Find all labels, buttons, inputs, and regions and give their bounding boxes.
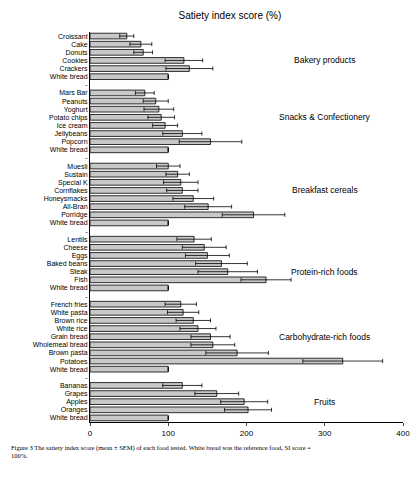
svg-text:Crackers: Crackers: [60, 65, 89, 72]
svg-text:Cake: Cake: [71, 41, 87, 48]
svg-text:White bread: White bread: [50, 73, 88, 80]
svg-text:French fries: French fries: [51, 301, 88, 308]
svg-text:Brown rice: Brown rice: [55, 317, 88, 324]
svg-text:-: -: [85, 374, 88, 381]
svg-text:Fruits: Fruits: [314, 397, 335, 407]
svg-text:White pasta: White pasta: [51, 309, 88, 317]
svg-text:White bread: White bread: [50, 366, 88, 373]
svg-text:Jellybeans: Jellybeans: [55, 130, 89, 138]
svg-text:Oranges: Oranges: [61, 406, 88, 414]
svg-text:All-Bran: All-Bran: [63, 203, 88, 210]
svg-text:Apples: Apples: [66, 398, 88, 406]
svg-text:White bread: White bread: [50, 414, 88, 421]
svg-text:White bread: White bread: [50, 146, 88, 153]
svg-text:White bread: White bread: [50, 284, 88, 291]
svg-text:Snacks & Confectionery: Snacks & Confectionery: [279, 112, 370, 122]
svg-text:Porridge: Porridge: [61, 211, 88, 219]
svg-text:Steak: Steak: [70, 268, 88, 275]
svg-text:White bread: White bread: [50, 219, 88, 226]
svg-text:Croissant: Croissant: [58, 33, 88, 40]
svg-text:Baked beans: Baked beans: [47, 260, 88, 267]
svg-text:Breakfast cereals: Breakfast cereals: [292, 185, 358, 195]
svg-text:Special K: Special K: [58, 179, 88, 187]
svg-text:0: 0: [88, 429, 93, 438]
svg-text:Donuts: Donuts: [65, 49, 88, 56]
svg-text:White rice: White rice: [56, 325, 87, 332]
svg-text:Grain bread: Grain bread: [51, 333, 88, 340]
svg-text:Carbohydrate-rich foods: Carbohydrate-rich foods: [279, 332, 370, 342]
svg-text:Protein-rich foods: Protein-rich foods: [291, 267, 358, 277]
svg-text:300: 300: [318, 429, 332, 438]
svg-text:Popcorn: Popcorn: [62, 138, 88, 146]
svg-text:100: 100: [162, 429, 176, 438]
svg-text:Cookies: Cookies: [62, 57, 88, 64]
svg-text:Eggs: Eggs: [72, 252, 88, 260]
svg-text:Cheese: Cheese: [63, 244, 87, 251]
svg-text:200: 200: [240, 429, 254, 438]
svg-text:Peanuts: Peanuts: [62, 98, 88, 105]
svg-text:Satiety index score (%): Satiety index score (%): [178, 10, 281, 21]
svg-text:Wholemeal bread: Wholemeal bread: [33, 341, 88, 348]
svg-text:Sustain: Sustain: [64, 171, 87, 178]
svg-text:Figure 3 The satiety index sco: Figure 3 The satiety index score (mean ±…: [11, 444, 311, 459]
svg-text:Fish: Fish: [74, 276, 87, 283]
svg-text:Bakery products: Bakery products: [294, 55, 355, 65]
svg-text:-: -: [85, 154, 88, 161]
svg-text:Yoghurt: Yoghurt: [64, 106, 88, 114]
svg-text:Lentils: Lentils: [67, 236, 88, 243]
svg-text:Potatoes: Potatoes: [60, 358, 88, 365]
svg-text:-: -: [85, 228, 88, 235]
svg-text:Bananas: Bananas: [60, 382, 88, 389]
svg-text:-: -: [85, 81, 88, 88]
svg-text:Grapes: Grapes: [65, 390, 88, 398]
svg-text:Mars Bar: Mars Bar: [59, 89, 88, 96]
svg-text:Honeysmacks: Honeysmacks: [44, 195, 88, 203]
svg-text:Potato chips: Potato chips: [49, 114, 88, 122]
svg-text:Cornflakes: Cornflakes: [54, 187, 88, 194]
svg-text:Ice cream: Ice cream: [57, 122, 88, 129]
svg-text:-: -: [85, 293, 88, 300]
svg-text:Brown pasta: Brown pasta: [49, 349, 88, 357]
svg-text:Muesli: Muesli: [67, 163, 88, 170]
svg-text:400: 400: [396, 429, 410, 438]
